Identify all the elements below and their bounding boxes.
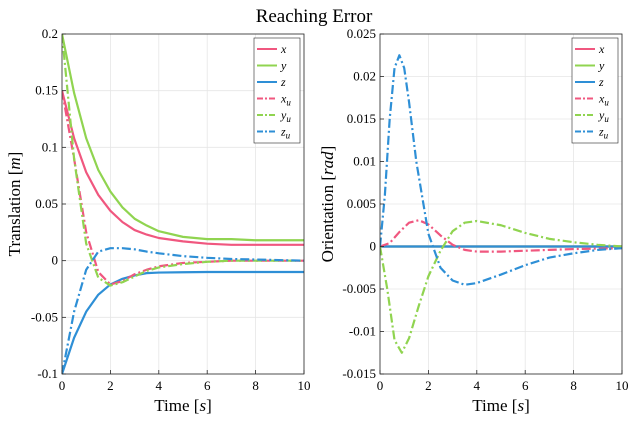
y-tick-label: 0.2 <box>42 26 58 41</box>
series-line-z-u <box>380 54 622 286</box>
legend-label: yu <box>598 108 609 124</box>
legend-label: x <box>598 42 605 56</box>
x-tick-label: 6 <box>204 378 211 393</box>
y-tick-label: 0 <box>52 253 59 268</box>
y-axis-label: Orientation [rad] <box>318 146 337 263</box>
figure-title: Reaching Error <box>256 6 373 27</box>
x-axis-label: Time [s] <box>154 396 212 415</box>
x-tick-label: 10 <box>616 378 629 393</box>
series-line-x <box>62 90 304 246</box>
legend-label: zu <box>598 125 609 141</box>
y-tick-label: 0.02 <box>353 69 376 84</box>
x-axis-label: Time [s] <box>472 396 530 415</box>
y-tick-label: -0.05 <box>31 309 58 324</box>
legend-label: xu <box>598 92 609 108</box>
x-tick-label: 0 <box>59 378 66 393</box>
x-tick-label: 0 <box>377 378 384 393</box>
legend-label: z <box>598 75 604 89</box>
x-tick-label: 6 <box>522 378 529 393</box>
series-group <box>62 34 304 374</box>
legend-label: y <box>598 59 605 73</box>
legend-box <box>253 37 301 144</box>
y-tick-label: 0.1 <box>42 139 58 154</box>
legend-label: x <box>280 42 287 56</box>
y-tick-label: -0.015 <box>342 366 376 381</box>
legend-label: z <box>280 75 286 89</box>
legend-label: xu <box>280 92 291 108</box>
y-tick-label: 0 <box>370 239 377 254</box>
series-line-y-u <box>62 34 304 287</box>
translation-panel: 0 2 4 6 8 10 -0.1 -0.05 0 0.05 0.1 0.15 0.2 Time [s] T… <box>5 26 311 415</box>
x-tick-label: 2 <box>107 378 114 393</box>
orientation-panel: 0 2 4 6 8 10 -0.015 -0.01 -0.005 0 0.005 0.01 0.015 0… <box>318 26 629 415</box>
y-tick-label: 0.005 <box>347 196 376 211</box>
legend-label: zu <box>280 125 291 141</box>
y-tick-label: 0.01 <box>353 154 376 169</box>
series-line-y <box>62 34 304 242</box>
y-tick-label: -0.005 <box>342 281 376 296</box>
y-tick-label: -0.01 <box>349 324 376 339</box>
y-axis-label: Translation [m] <box>5 152 24 257</box>
x-tick-label: 2 <box>425 378 432 393</box>
series-line-y-u <box>380 219 622 354</box>
x-tick-label: 4 <box>474 378 481 393</box>
y-tick-label: 0.15 <box>35 83 58 98</box>
legend-label: yu <box>280 108 291 124</box>
x-tick-label: 8 <box>252 378 259 393</box>
series-line-x-u <box>380 219 622 253</box>
x-tick-label: 4 <box>156 378 163 393</box>
y-tick-label: 0.025 <box>347 26 376 41</box>
legend-box <box>571 37 619 144</box>
y-tick-label: 0.05 <box>35 196 58 211</box>
y-tick-label: 0.015 <box>347 111 376 126</box>
y-tick-label: -0.1 <box>37 366 58 381</box>
x-tick-label: 8 <box>570 378 577 393</box>
x-tick-label: 10 <box>298 378 311 393</box>
legend-label: y <box>280 59 287 73</box>
series-line-z-u <box>62 247 304 374</box>
series-group <box>380 54 622 354</box>
